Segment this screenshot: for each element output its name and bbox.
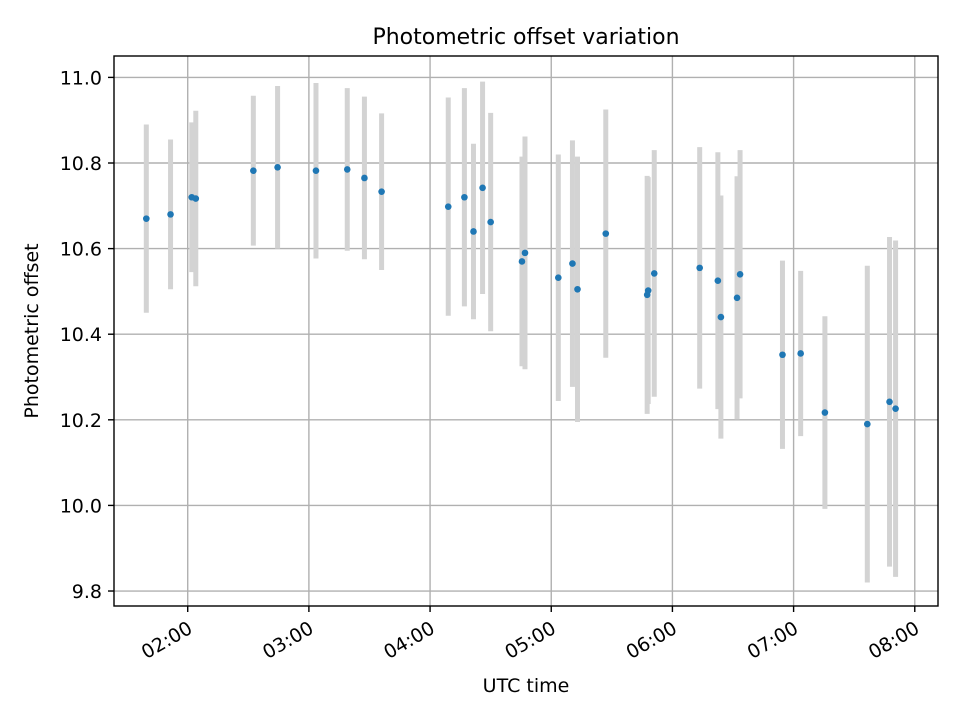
x-tick-label: 02:00: [138, 617, 196, 663]
x-tick-label: 04:00: [380, 617, 438, 663]
data-point: [650, 270, 658, 277]
y-tick-label: 10.4: [60, 324, 102, 346]
data-point: [797, 350, 804, 357]
x-axis-label: UTC time: [483, 675, 570, 697]
data-point: [461, 193, 468, 201]
data-point: [250, 167, 257, 175]
y-tick-label: 10.8: [60, 153, 102, 175]
data-point: [167, 211, 174, 218]
data-point: [696, 264, 703, 272]
data-point: [479, 184, 486, 192]
data-point: [555, 274, 562, 282]
y-tick-label: 10.6: [60, 239, 102, 261]
y-tick-label: 10.2: [60, 410, 102, 432]
data-point: [714, 277, 722, 285]
x-tick-label: 08:00: [865, 617, 923, 663]
data-point: [736, 270, 744, 278]
y-tick-label: 10.0: [60, 495, 102, 517]
data-point: [779, 351, 786, 359]
error-bars: [143, 81, 899, 583]
data-point: [487, 218, 494, 226]
x-tick-label: 07:00: [744, 617, 802, 663]
plot-frame: [113, 55, 939, 607]
data-point: [444, 203, 452, 210]
y-tick-label: 9.8: [72, 581, 102, 603]
data-point: [192, 195, 200, 202]
data-point: [518, 258, 526, 265]
x-tick-label: 06:00: [622, 617, 680, 663]
data-point: [569, 260, 576, 267]
data-point: [644, 287, 652, 294]
y-tick-label: 11.0: [60, 67, 102, 89]
data-point: [717, 313, 725, 321]
x-tick-label: 03:00: [259, 617, 317, 663]
data-point: [733, 294, 741, 302]
data-point: [886, 398, 893, 406]
data-point: [343, 166, 351, 173]
data-point: [312, 167, 320, 175]
data-points: [143, 163, 899, 428]
data-point: [378, 188, 385, 195]
chart-title: Photometric offset variation: [372, 25, 679, 50]
data-point: [574, 285, 581, 293]
data-point: [892, 405, 899, 412]
y-axis-label: Photometric offset: [21, 243, 43, 418]
data-point: [361, 174, 368, 182]
data-point: [602, 230, 610, 237]
data-point: [821, 409, 829, 416]
data-point: [521, 249, 529, 257]
data-point: [274, 163, 281, 171]
data-point: [470, 228, 477, 235]
data-point: [864, 420, 871, 428]
x-tick-label: 05:00: [501, 617, 559, 663]
data-point: [143, 215, 150, 222]
